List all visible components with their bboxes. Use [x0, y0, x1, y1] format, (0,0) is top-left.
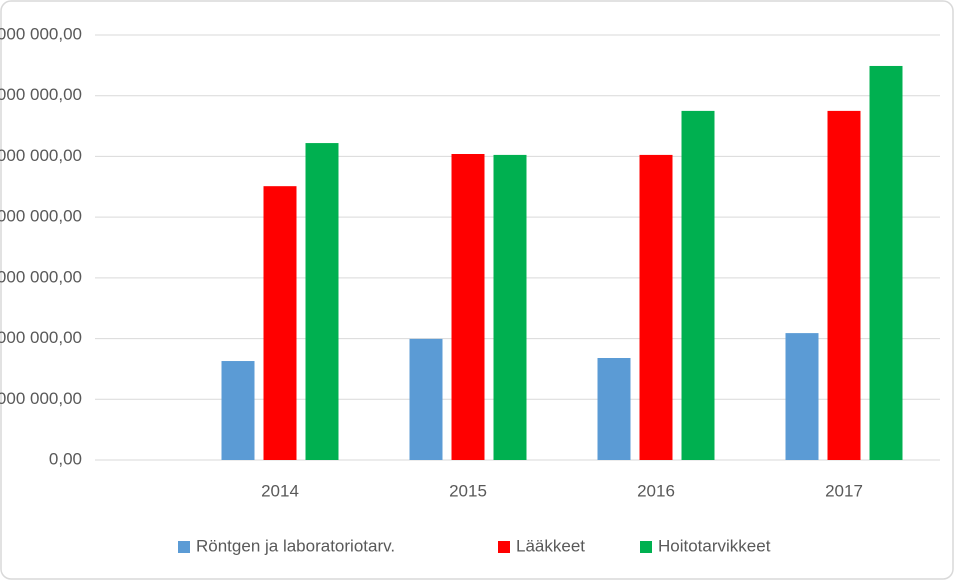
x-tick-label: 2016	[637, 481, 675, 500]
y-tick-label: 8 000 000,00	[0, 207, 82, 226]
legend-label: Lääkkeet	[516, 536, 585, 555]
x-tick-label: 2015	[449, 481, 487, 500]
bar	[305, 143, 339, 461]
bar	[451, 154, 485, 460]
bar	[869, 65, 903, 460]
legend-label: Hoitotarvikkeet	[658, 536, 771, 555]
bar	[827, 110, 861, 461]
bar	[681, 110, 715, 461]
x-tick-label: 2017	[825, 481, 863, 500]
bar	[493, 154, 527, 461]
y-tick-label: 2 000 000,00	[0, 389, 82, 408]
legend-swatch	[640, 541, 652, 553]
y-tick-label: 14 000 000,00	[0, 24, 82, 43]
bar	[263, 186, 297, 460]
x-tick-label: 2014	[261, 481, 299, 500]
legend-swatch	[178, 541, 190, 553]
y-tick-label: 6 000 000,00	[0, 267, 82, 286]
y-tick-label: 12 000 000,00	[0, 85, 82, 104]
bar	[409, 338, 443, 460]
bar	[639, 154, 673, 461]
y-tick-label: 10 000 000,00	[0, 146, 82, 165]
bar	[785, 333, 819, 460]
legend-swatch	[498, 541, 510, 553]
bar	[597, 358, 631, 460]
bar	[221, 361, 255, 460]
y-tick-label: 0,00	[49, 449, 82, 468]
legend-label: Röntgen ja laboratoriotarv.	[196, 536, 395, 555]
y-tick-label: 4 000 000,00	[0, 328, 82, 347]
